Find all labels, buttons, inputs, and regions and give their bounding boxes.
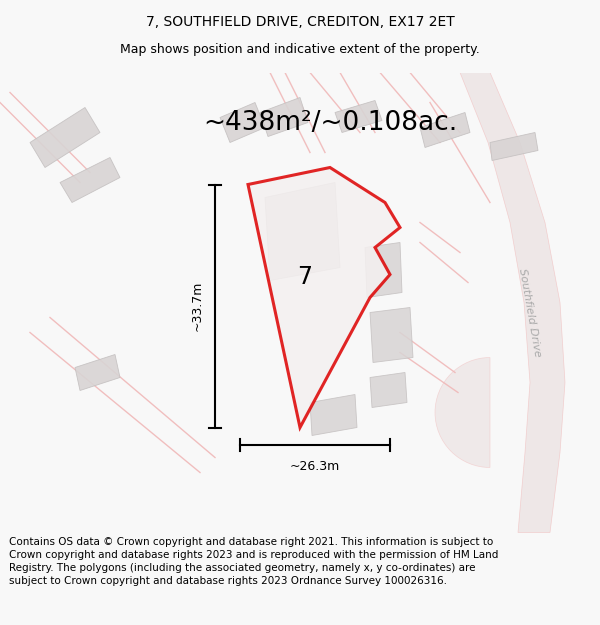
Polygon shape xyxy=(248,168,400,428)
Polygon shape xyxy=(335,101,382,132)
Polygon shape xyxy=(75,354,120,391)
Polygon shape xyxy=(365,242,402,298)
Polygon shape xyxy=(490,132,538,161)
Wedge shape xyxy=(435,357,490,468)
Text: ~26.3m: ~26.3m xyxy=(290,460,340,473)
Text: ~33.7m: ~33.7m xyxy=(191,281,203,331)
Polygon shape xyxy=(260,98,308,136)
Text: 7, SOUTHFIELD DRIVE, CREDITON, EX17 2ET: 7, SOUTHFIELD DRIVE, CREDITON, EX17 2ET xyxy=(146,16,454,29)
Text: Map shows position and indicative extent of the property.: Map shows position and indicative extent… xyxy=(120,43,480,56)
Text: 7: 7 xyxy=(298,266,313,289)
Polygon shape xyxy=(460,72,565,532)
Text: Southfield Drive: Southfield Drive xyxy=(517,268,543,358)
Polygon shape xyxy=(310,394,357,436)
Polygon shape xyxy=(30,107,100,168)
Polygon shape xyxy=(265,182,340,281)
Text: ~438m²/~0.108ac.: ~438m²/~0.108ac. xyxy=(203,109,457,136)
Polygon shape xyxy=(220,102,265,142)
Polygon shape xyxy=(420,112,470,148)
Polygon shape xyxy=(370,372,407,408)
Text: Contains OS data © Crown copyright and database right 2021. This information is : Contains OS data © Crown copyright and d… xyxy=(9,537,499,586)
Polygon shape xyxy=(370,308,413,362)
Polygon shape xyxy=(60,158,120,202)
